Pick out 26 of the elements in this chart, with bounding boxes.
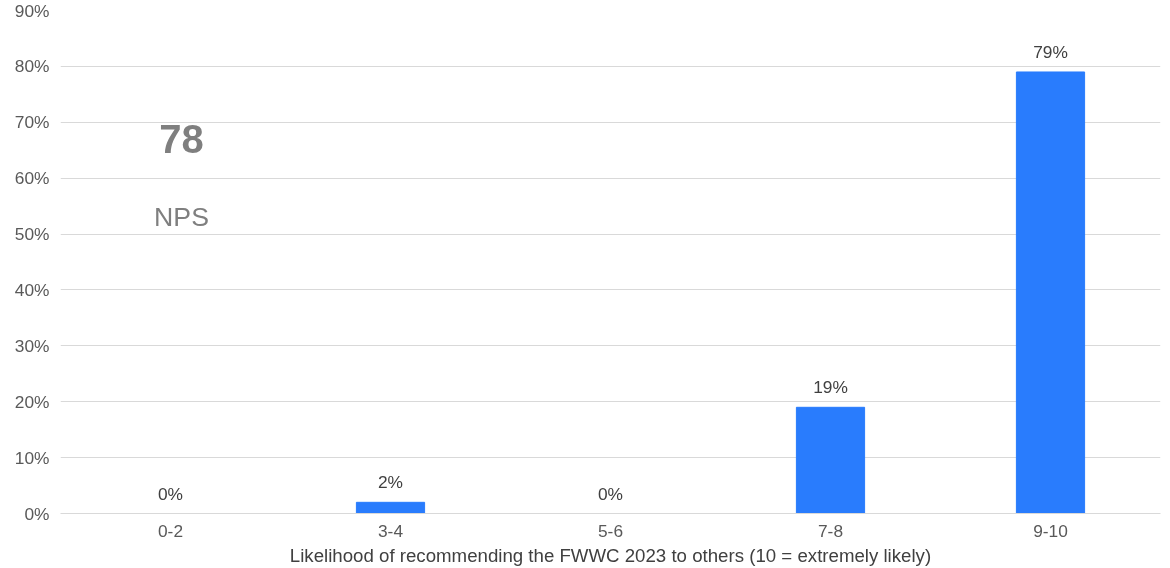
bar <box>1015 71 1086 514</box>
bar <box>795 406 866 514</box>
y-tick-label: 40% <box>14 279 50 300</box>
y-tick-label: 20% <box>14 391 50 412</box>
data-label: 0% <box>597 483 624 504</box>
x-tick-label: 0-2 <box>157 520 184 541</box>
y-tick-label: 70% <box>14 112 50 133</box>
x-axis-title: Likelihood of recommending the FWWC 2023 to others (10 = extremely likely) <box>289 544 932 566</box>
annotation: NPS <box>154 202 209 233</box>
data-label: 79% <box>1033 41 1068 62</box>
data-label: 0% <box>157 483 184 504</box>
x-tick-label: 9-10 <box>1033 520 1068 541</box>
x-tick-label: 3-4 <box>377 520 404 541</box>
x-tick-label: 7-8 <box>817 520 844 541</box>
data-label: 2% <box>377 472 404 493</box>
x-tick-label: 5-6 <box>597 520 624 541</box>
data-label: 19% <box>813 377 848 398</box>
y-tick-label: 50% <box>14 224 50 245</box>
y-tick-label: 60% <box>14 168 50 189</box>
annotation: 78 <box>159 117 204 162</box>
bar <box>355 501 426 514</box>
y-tick-label: 10% <box>14 447 50 468</box>
y-tick-label: 0% <box>24 503 50 524</box>
y-tick-label: 80% <box>14 56 50 77</box>
y-tick-label: 90% <box>14 0 50 21</box>
y-tick-label: 30% <box>14 335 50 356</box>
